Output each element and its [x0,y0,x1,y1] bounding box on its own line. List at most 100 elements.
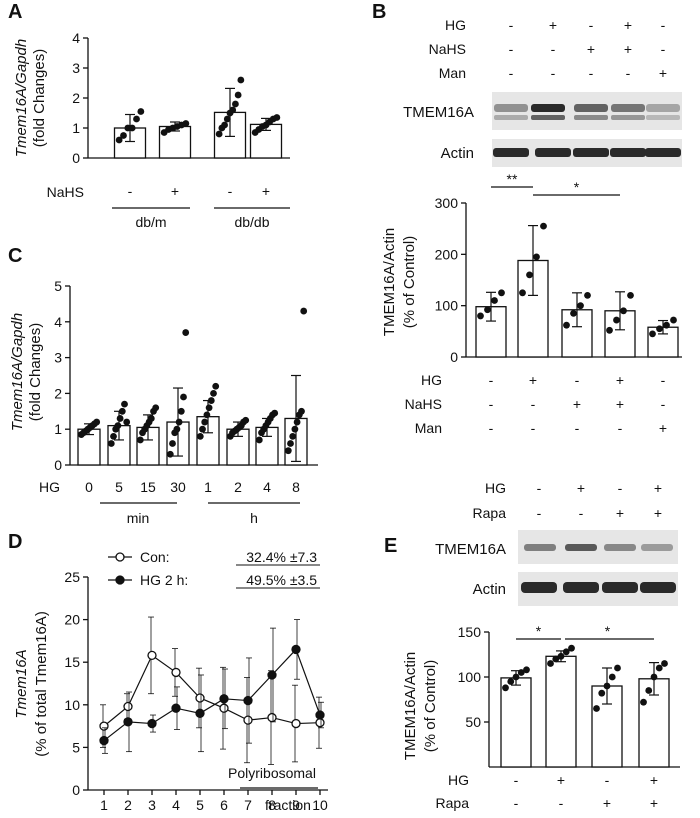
a-data-point [223,115,231,123]
b-significance-label: * [574,179,580,195]
c-ytick-label: 1 [54,421,62,437]
e-band-label: TMEM16A [435,541,506,558]
e-data-point [655,664,663,672]
d-data-point [291,644,301,655]
e-blot-sign: + [654,480,662,496]
b-band-tmem16a-lower [494,115,528,120]
d-legend-summary: 32.4% ±7.3 [246,549,317,565]
c-data-point [201,418,209,426]
panel-b-letter: B [372,1,386,23]
b-band-actin [573,148,609,157]
a-data-point [120,132,127,139]
c-data-point [287,440,294,447]
b-blot-sign: - [509,17,514,33]
d-series-line [103,648,321,742]
b-row-sign: + [616,396,624,412]
b-band-tmem16a [531,104,565,112]
e-row-sign: + [557,772,565,788]
e-blot-row-label: Rapa [473,505,507,521]
b-row-sign: - [489,396,494,412]
b-data-point [570,309,577,317]
a-treatment-sign: + [171,183,179,199]
a-data-point [128,124,136,132]
e-data-point [598,689,606,697]
b-blot-sign: - [551,41,556,57]
b-data-point [577,302,584,310]
d-legend-name: Con: [140,549,170,565]
b-band-actin [535,148,571,157]
c-data-point [271,409,279,417]
a-data-point [215,130,223,138]
c-category-label: 30 [170,479,186,495]
c-category-label: 2 [234,479,242,495]
e-data-point [608,673,616,681]
e-significance-label: * [536,623,542,639]
e-band-actin [640,582,676,593]
a-data-point [273,114,281,121]
a-treatment-sign: - [228,183,233,199]
d-data-point [123,701,133,712]
d-ylabel-gene: Tmem16A [13,649,30,718]
b-band-actin [493,148,529,157]
d-xtick-label: 1 [100,797,108,813]
panel-e-chart: HG - + - + Rapa - - + + TMEM16A Actin 50 100 150 TMEM16… [402,480,680,811]
panel-e-letter: E [384,535,397,557]
b-band-tmem16a [646,104,680,112]
b-data-point [563,321,570,329]
d-legend-marker [115,575,125,585]
e-band-tmem16a [641,544,673,551]
c-data-point [114,422,122,430]
c-data-point [152,404,160,412]
e-data-point [645,687,653,694]
d-legend-marker [115,552,125,562]
e-data-point [562,648,570,656]
c-ytick-label: 3 [54,350,62,366]
b-data-point [584,292,591,299]
c-data-point [298,407,305,415]
a-ytick-label: 0 [72,150,80,166]
b-data-point [620,307,627,315]
c-data-point [199,425,206,433]
b-row-sign: - [489,372,494,388]
e-data-point [640,698,647,706]
c-ylabel-unit: (fold Changes) [27,323,44,421]
d-ytick-label: 25 [64,569,80,585]
e-blot-sign: - [537,505,542,521]
c-data-point [116,415,124,422]
b-significance-label: ** [507,171,518,187]
e-bar [500,677,532,768]
e-blot-sign: + [616,505,624,521]
c-data-point [177,407,185,415]
d-data-point [219,703,229,713]
a-ytick-label: 1 [72,120,80,136]
panel-b-chart: HG - + - + - NaHS - - + + - Man - - - - + TMEM16A Actin 0 100… [381,17,682,436]
e-row-sign: - [514,795,519,811]
b-row-sign: + [529,372,537,388]
b-band-label: Actin [441,145,474,162]
d-ytick-label: 20 [64,612,80,628]
a-data-point [234,91,242,99]
d-series-line [103,654,321,727]
c-ytick-label: 4 [54,314,62,330]
c-data-point [136,436,144,444]
b-data-point [663,321,670,329]
e-data-point [507,678,515,685]
e-ylabel-unit: (% of Control) [422,660,439,753]
c-group-label: h [250,510,258,526]
c-data-point [121,400,128,408]
b-row-sign: - [618,420,623,436]
d-data-point [171,703,181,713]
d-ytick-label: 15 [64,654,80,670]
e-band-tmem16a [565,544,597,551]
c-data-point [293,418,301,426]
e-data-point [547,660,554,667]
a-data-point [232,100,239,108]
b-band-tmem16a [574,104,608,112]
e-row-sign: - [514,772,519,788]
d-data-point [243,695,253,706]
c-data-point [107,440,115,447]
b-row-sign: - [661,396,666,412]
b-row-sign: - [489,420,494,436]
a-ytick-label: 4 [72,30,80,46]
d-xtick-label: 9 [292,797,300,813]
